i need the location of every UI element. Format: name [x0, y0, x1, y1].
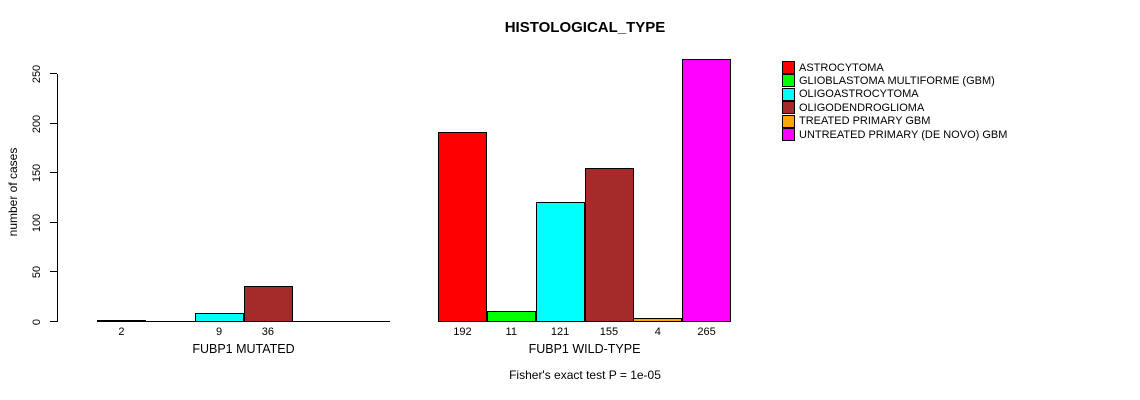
bar-value-label: 155	[599, 326, 619, 338]
annotation-text: Fisher's exact test P = 1e-05	[509, 368, 661, 382]
y-tick-label: 150	[31, 163, 43, 183]
legend-swatch	[782, 128, 795, 141]
legend-label: GLIOBLASTOMA MULTIFORME (GBM)	[799, 74, 995, 87]
bar	[682, 59, 731, 322]
bar-value-label: 4	[654, 326, 661, 338]
bar	[244, 286, 293, 322]
legend-label: OLIGODENDROGLIOMA	[799, 101, 925, 114]
bar-value-label: 121	[550, 326, 570, 338]
legend-swatch	[782, 101, 795, 115]
legend-label: OLIGOASTROCYTOMA	[799, 88, 919, 101]
y-tick-label: 0	[31, 318, 43, 326]
y-tick	[50, 73, 57, 74]
legend-label: UNTREATED PRIMARY (DE NOVO) GBM	[799, 128, 1008, 141]
y-tick	[50, 321, 57, 322]
group-label: FUBP1 WILD-TYPE	[528, 342, 641, 356]
bar	[585, 168, 634, 322]
y-tick	[50, 222, 57, 223]
bar-value-label: 36	[261, 326, 275, 338]
bar-value-label: 2	[118, 326, 125, 338]
bar	[438, 132, 487, 322]
bar	[633, 318, 682, 322]
legend-swatch	[782, 61, 795, 74]
y-tick-label: 100	[31, 213, 43, 233]
y-axis-label: number of cases	[6, 147, 20, 237]
legend-swatch	[782, 114, 795, 128]
y-tick-label: 250	[31, 64, 43, 84]
y-tick	[50, 123, 57, 124]
bar-value-label: 11	[505, 326, 517, 338]
bar-value-label: 265	[697, 326, 716, 338]
bar	[97, 320, 146, 322]
legend-label: ASTROCYTOMA	[799, 61, 884, 74]
legend-swatch	[782, 87, 795, 101]
legend-swatch	[782, 74, 795, 88]
bar	[195, 313, 244, 322]
y-tick-label: 50	[31, 265, 43, 279]
y-tick	[50, 271, 57, 272]
chart-title: HISTOLOGICAL_TYPE	[504, 19, 666, 36]
group-label: FUBP1 MUTATED	[192, 342, 295, 356]
legend-label: TREATED PRIMARY GBM	[799, 115, 931, 128]
y-tick	[50, 172, 57, 173]
bar-value-label: 192	[453, 326, 472, 338]
bar	[487, 311, 536, 322]
y-tick-label: 200	[31, 114, 43, 134]
bar	[536, 202, 585, 322]
y-axis-line	[57, 74, 58, 322]
bar-value-label: 9	[216, 326, 223, 338]
